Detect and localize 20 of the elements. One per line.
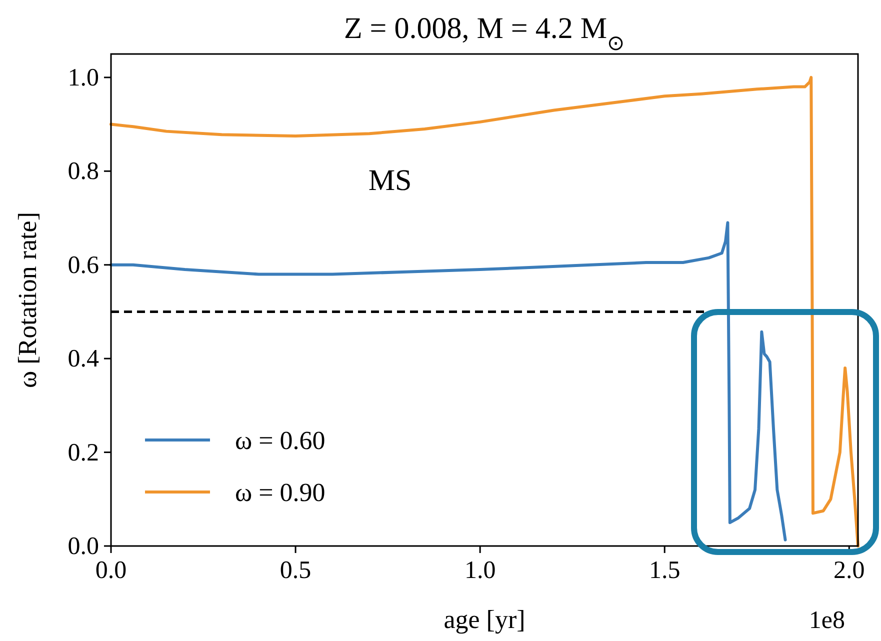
y-tick-label: 0.4 [68, 346, 100, 373]
legend-label: ω = 0.60 [235, 426, 326, 455]
x-axis-title: age [yr] [444, 605, 526, 634]
y-tick-label: 0.8 [68, 158, 99, 186]
x-tick-label: 1.5 [648, 557, 680, 584]
y-tick-label: 1.0 [68, 64, 99, 92]
legend-label: ω = 0.90 [235, 478, 326, 507]
y-tick-label: 0.6 [68, 252, 99, 279]
x-tick-label: 0.0 [95, 557, 127, 584]
line-series [110, 76, 860, 548]
line-series [110, 221, 787, 542]
x-tick-label: 1.0 [464, 557, 496, 584]
chart-title: Z = 0.008, M = 4.2 M$_{⊙}$ [344, 12, 626, 55]
x-tick-label: 0.5 [280, 557, 312, 584]
y-axis-title: ω [Rotation rate] [13, 212, 42, 388]
x-tick-label: 2.0 [834, 557, 865, 584]
annotation: MS [368, 164, 412, 197]
y-tick-label: 0.2 [68, 439, 99, 466]
text: 1e8 [808, 607, 845, 634]
y-tick-label: 0.0 [68, 533, 99, 560]
